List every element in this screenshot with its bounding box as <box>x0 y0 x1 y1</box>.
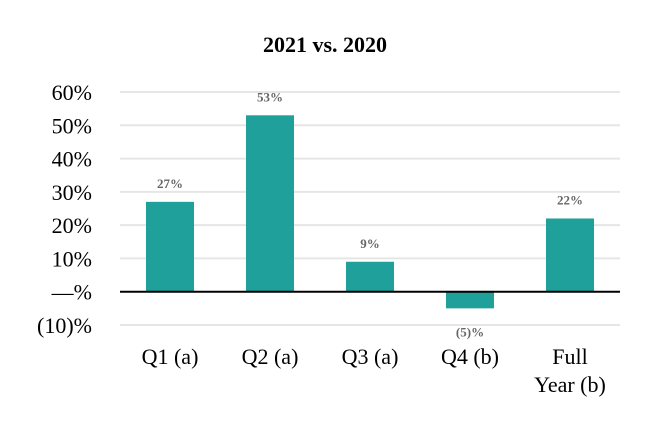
x-tick-label: Full <box>552 344 587 369</box>
x-tick-label: Q3 (a) <box>342 344 399 369</box>
data-label: 9% <box>360 236 380 251</box>
y-tick-label: (10)% <box>37 313 92 338</box>
x-tick-label: Q1 (a) <box>142 344 199 369</box>
data-label: 27% <box>157 176 183 191</box>
y-tick-label: 30% <box>52 180 92 205</box>
x-tick-label: Q2 (a) <box>242 344 299 369</box>
bar <box>546 218 594 292</box>
data-labels: 27% 53% 9% (5)% 22% <box>157 89 583 339</box>
bar <box>346 261 394 292</box>
y-tick-label: 50% <box>52 113 92 138</box>
bars <box>146 115 594 309</box>
bar <box>446 291 494 309</box>
data-label: (5)% <box>456 324 484 339</box>
chart-title: 2021 vs. 2020 <box>263 32 387 57</box>
x-tick-label: Q4 (b) <box>441 344 499 369</box>
y-tick-label: 10% <box>52 246 92 271</box>
bar <box>246 115 294 292</box>
y-axis-ticks: 60% 50% 40% 30% 20% 10% —% (10)% <box>37 80 92 338</box>
data-label: 22% <box>557 192 583 207</box>
data-label: 53% <box>257 89 283 104</box>
x-axis-ticks: Q1 (a) Q2 (a) Q3 (a) Q4 (b) Full Year (b) <box>142 344 606 397</box>
y-tick-label: 40% <box>52 147 92 172</box>
y-tick-label: —% <box>51 280 92 305</box>
x-tick-label: Year (b) <box>534 372 606 397</box>
bar <box>146 201 194 292</box>
y-tick-label: 20% <box>52 213 92 238</box>
y-tick-label: 60% <box>52 80 92 105</box>
gridlines <box>120 91 620 326</box>
